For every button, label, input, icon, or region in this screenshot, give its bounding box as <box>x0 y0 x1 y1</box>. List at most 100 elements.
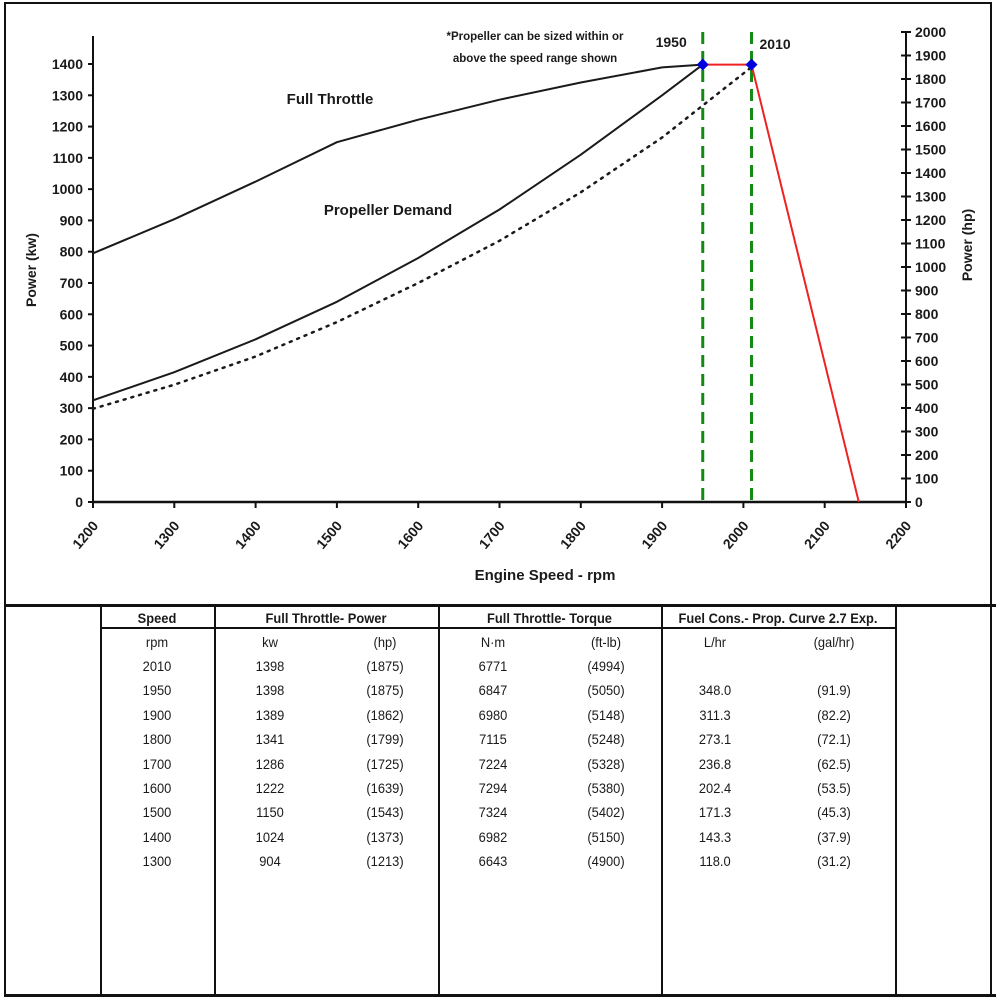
x-tick-label: 2200 <box>882 517 914 551</box>
table-cell: 904 <box>259 853 281 870</box>
y2-tick-label: 300 <box>915 424 939 440</box>
unit-label: (gal/hr) <box>813 634 855 650</box>
table-cell: 1150 <box>256 804 284 821</box>
table-cell: (1875) <box>366 658 404 674</box>
header-torque: Full Throttle- Torque <box>487 610 612 626</box>
table-cell: (1862) <box>366 706 404 723</box>
annotation-line-2: above the speed range shown <box>453 53 617 65</box>
y-tick-label: 1400 <box>52 56 83 72</box>
series-line <box>92 63 704 402</box>
y2-tick-label: 1000 <box>915 259 946 275</box>
table-cell: (31.2) <box>817 853 851 870</box>
table-cell: 6771 <box>478 658 508 674</box>
table-cell: 7324 <box>478 804 508 821</box>
table-cell: (37.9) <box>817 828 851 845</box>
power-curve-chart: 0 100 200 300 400 500 600 700 800 900 1000 1100 1200… <box>23 24 975 584</box>
table-cell: 273.1 <box>698 731 732 748</box>
y2-tick-label: 1200 <box>915 212 946 228</box>
y2-tick-label: 700 <box>915 330 939 346</box>
table-cell: 1500 <box>142 804 172 821</box>
y-tick-label: 200 <box>60 431 84 447</box>
rated-point-marker <box>696 58 709 71</box>
table-cell: 1341 <box>255 731 285 748</box>
table-cell: 348.0 <box>698 682 732 699</box>
table-cell: (82.2) <box>817 706 851 723</box>
x-axis-title: Engine Speed - rpm <box>475 567 616 584</box>
y2-tick-label: 1800 <box>915 71 946 87</box>
table-cell: (1213) <box>366 853 404 870</box>
y-tick-label: 600 <box>60 306 84 322</box>
table-cell: (5328) <box>587 755 625 772</box>
table-cell: 6847 <box>478 682 508 699</box>
x-tick-label: 1800 <box>557 517 589 551</box>
y2-tick-label: 1100 <box>915 236 946 252</box>
table-column-divider <box>438 606 440 996</box>
marker-label: 1950 <box>656 34 687 50</box>
y2-tick-label: 2000 <box>915 24 946 40</box>
y-tick-label: 1300 <box>52 87 83 103</box>
table-cell: (72.1) <box>817 731 851 748</box>
x-tick-label: 2100 <box>801 517 833 551</box>
table-cell: 118.0 <box>699 853 731 870</box>
table-column-divider <box>214 606 216 996</box>
chart-series <box>91 32 860 503</box>
table-cell: (5248) <box>587 731 625 748</box>
table-cell: 6982 <box>478 828 508 845</box>
y-tick-label: 800 <box>60 244 84 260</box>
y-tick-label: 900 <box>60 212 84 228</box>
table-cell: 1700 <box>142 755 172 772</box>
table-cell: (1373) <box>366 828 404 845</box>
table-cell: 1286 <box>255 755 285 772</box>
x-tick-label: 1700 <box>476 517 508 551</box>
y-tick-label: 100 <box>60 463 84 479</box>
y-tick-label: 1100 <box>53 150 84 166</box>
chart-table-divider <box>4 604 996 607</box>
x-tick-label: 2000 <box>719 517 751 551</box>
y2-tick-label: 900 <box>915 283 939 299</box>
y-tick-label: 400 <box>60 369 84 385</box>
x-tick-label: 1900 <box>638 517 670 551</box>
table-cell: 236.8 <box>698 755 732 772</box>
table-cell: 202.4 <box>698 780 732 796</box>
y2-tick-label: 500 <box>915 377 939 393</box>
table-cell: (1543) <box>366 804 404 821</box>
y2-tick-label: 1400 <box>915 165 946 181</box>
table-cell: (5050) <box>587 682 625 699</box>
unit-label: L/hr <box>703 634 727 650</box>
table-cell: 143.3 <box>698 828 732 845</box>
header-power: Full Throttle- Power <box>265 610 387 626</box>
x-tick-label: 1500 <box>313 517 345 551</box>
y2-tick-label: 200 <box>915 447 939 463</box>
y-axis-title: Power (kw) <box>23 233 39 307</box>
table-cell: (1725) <box>366 755 404 772</box>
unit-label: N·m <box>480 634 506 650</box>
table-cell: 1600 <box>142 780 172 796</box>
series-line <box>91 65 753 411</box>
table-cell: 1398 <box>255 658 285 674</box>
y2-tick-label: 0 <box>915 494 923 510</box>
header-speed: Speed <box>137 610 177 626</box>
table-column-divider <box>100 606 102 996</box>
table-cell: 1222 <box>255 780 285 796</box>
table-cell: 7294 <box>478 780 508 796</box>
marker-label: 2010 <box>760 36 791 52</box>
table-cell: 7115 <box>479 731 507 748</box>
performance-table: Speed Full Throttle- Power Full Throttle- … <box>4 606 996 996</box>
y-tick-label: 1200 <box>52 119 83 135</box>
y2-tick-label: 1700 <box>915 95 946 111</box>
table-cell: (4900) <box>587 853 625 870</box>
table-cell: 311.3 <box>699 706 731 723</box>
table-cell: (4994) <box>587 658 625 674</box>
y2-tick-label: 400 <box>915 400 939 416</box>
table-cell: 2010 <box>142 658 172 674</box>
chart-axes: 0 100 200 300 400 500 600 700 800 900 1000 1100 1200… <box>52 24 947 552</box>
y2-tick-label: 800 <box>915 306 939 322</box>
rated-point-marker <box>745 58 758 71</box>
unit-label: rpm <box>145 634 169 650</box>
table-column-divider <box>661 606 663 996</box>
table-cell: (1799) <box>366 731 404 748</box>
table-column-divider <box>895 606 897 996</box>
y2-tick-label: 1500 <box>915 142 946 158</box>
y2-tick-label: 1900 <box>915 48 946 64</box>
table-cell: (1639) <box>366 780 404 796</box>
